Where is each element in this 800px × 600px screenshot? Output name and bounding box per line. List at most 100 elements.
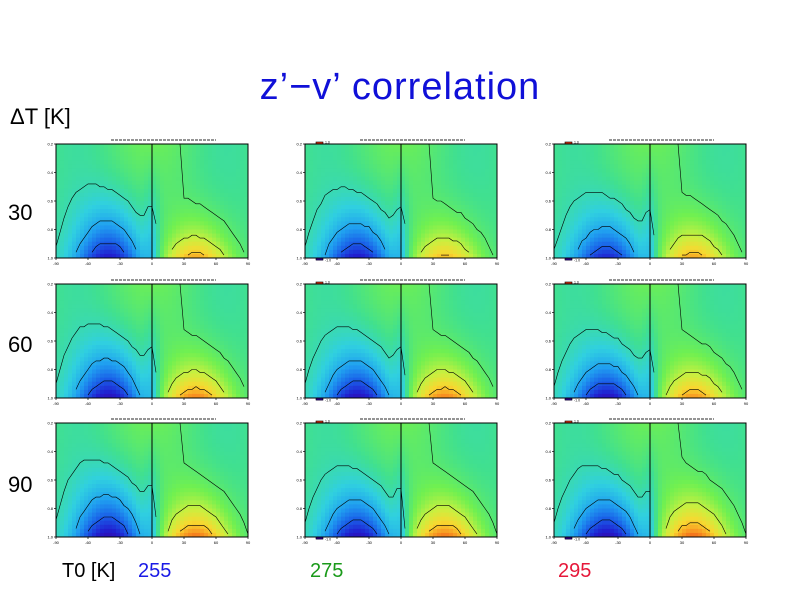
heat-cell bbox=[88, 176, 93, 182]
heat-cell bbox=[445, 192, 450, 198]
heat-cell bbox=[224, 201, 229, 206]
heat-cell bbox=[702, 245, 707, 251]
heat-cell bbox=[586, 249, 591, 255]
heat-cell bbox=[670, 144, 675, 149]
heat-cell bbox=[148, 296, 153, 301]
heat-cell bbox=[345, 201, 350, 206]
heat-cell bbox=[389, 237, 394, 243]
heat-cell bbox=[60, 316, 65, 322]
heat-cell bbox=[96, 192, 101, 198]
heat-cell bbox=[658, 217, 663, 222]
heat-cell bbox=[64, 324, 69, 330]
heat-cell bbox=[108, 213, 113, 218]
heat-cell bbox=[333, 225, 338, 230]
heat-cell bbox=[329, 237, 334, 243]
heat-cell bbox=[610, 176, 615, 182]
heat-cell bbox=[586, 144, 591, 149]
heat-cell bbox=[120, 188, 125, 194]
heat-cell bbox=[554, 184, 559, 190]
heat-cell bbox=[236, 253, 241, 259]
heat-cell bbox=[361, 156, 366, 161]
heat-cell bbox=[481, 205, 486, 210]
heat-cell bbox=[200, 249, 205, 255]
heat-cell bbox=[192, 296, 197, 301]
heat-cell bbox=[321, 180, 326, 186]
heat-cell bbox=[144, 312, 149, 317]
heat-cell bbox=[381, 176, 386, 182]
heat-cell bbox=[650, 192, 655, 198]
heat-cell bbox=[437, 196, 442, 202]
heat-cell bbox=[429, 201, 434, 206]
heat-cell bbox=[80, 312, 85, 317]
heat-cell bbox=[128, 345, 133, 350]
heat-cell bbox=[409, 144, 414, 149]
heat-cell bbox=[558, 168, 563, 173]
heat-cell bbox=[172, 284, 177, 289]
heat-cell bbox=[365, 184, 370, 190]
heat-cell bbox=[72, 172, 77, 177]
heat-cell bbox=[124, 324, 129, 330]
heat-cell bbox=[558, 196, 563, 202]
heat-cell bbox=[586, 148, 591, 153]
heat-cell bbox=[473, 213, 478, 218]
heat-cell bbox=[489, 164, 494, 169]
heat-cell bbox=[385, 253, 390, 259]
heat-cell bbox=[321, 184, 326, 190]
heat-cell bbox=[353, 253, 358, 259]
heat-cell bbox=[582, 237, 587, 243]
heat-cell bbox=[144, 345, 149, 350]
heat-cell bbox=[96, 341, 101, 346]
heat-cell bbox=[614, 249, 619, 255]
heat-cell bbox=[236, 172, 241, 177]
heat-cell bbox=[196, 221, 201, 226]
heat-cell bbox=[738, 221, 743, 226]
heat-cell bbox=[224, 328, 229, 334]
heat-cell bbox=[393, 172, 398, 177]
heat-cell bbox=[670, 156, 675, 161]
heat-cell bbox=[68, 209, 73, 214]
heat-cell bbox=[204, 312, 209, 317]
heat-cell bbox=[172, 217, 177, 222]
heat-cell bbox=[148, 229, 153, 234]
heat-cell bbox=[558, 253, 563, 259]
heat-cell bbox=[212, 308, 217, 313]
heat-cell bbox=[116, 188, 121, 194]
heat-cell bbox=[244, 296, 249, 301]
heat-cell bbox=[104, 308, 109, 313]
heat-cell bbox=[184, 292, 189, 297]
heat-cell bbox=[140, 241, 145, 247]
heat-cell bbox=[196, 192, 201, 198]
heat-cell bbox=[244, 241, 249, 247]
heat-cell bbox=[92, 205, 97, 210]
heat-cell bbox=[702, 192, 707, 198]
heat-cell bbox=[156, 201, 161, 206]
heat-cell bbox=[216, 225, 221, 230]
heat-cell bbox=[140, 221, 145, 226]
heat-cell bbox=[108, 249, 113, 255]
heat-cell bbox=[413, 148, 418, 153]
heat-cell bbox=[305, 213, 310, 218]
heat-cell bbox=[228, 233, 233, 239]
heat-cell bbox=[425, 225, 430, 230]
heat-cell bbox=[132, 209, 137, 214]
y-tick-label: 0.4 bbox=[47, 170, 53, 175]
heat-cell bbox=[654, 201, 659, 206]
heat-cell bbox=[232, 336, 237, 342]
heat-cell bbox=[437, 172, 442, 177]
heat-cell bbox=[465, 237, 470, 243]
heat-cell bbox=[405, 196, 410, 202]
heat-cell bbox=[453, 148, 458, 153]
heat-cell bbox=[120, 292, 125, 297]
heat-cell bbox=[381, 249, 386, 255]
heat-cell bbox=[337, 164, 342, 169]
heat-cell bbox=[614, 221, 619, 226]
heat-cell bbox=[120, 288, 125, 293]
heat-cell bbox=[236, 336, 241, 342]
heat-cell bbox=[160, 184, 165, 190]
heat-cell bbox=[232, 241, 237, 247]
heat-cell bbox=[84, 152, 89, 157]
heat-cell bbox=[574, 217, 579, 222]
heat-cell bbox=[220, 320, 225, 326]
heat-cell bbox=[630, 225, 635, 230]
heat-cell bbox=[120, 213, 125, 218]
